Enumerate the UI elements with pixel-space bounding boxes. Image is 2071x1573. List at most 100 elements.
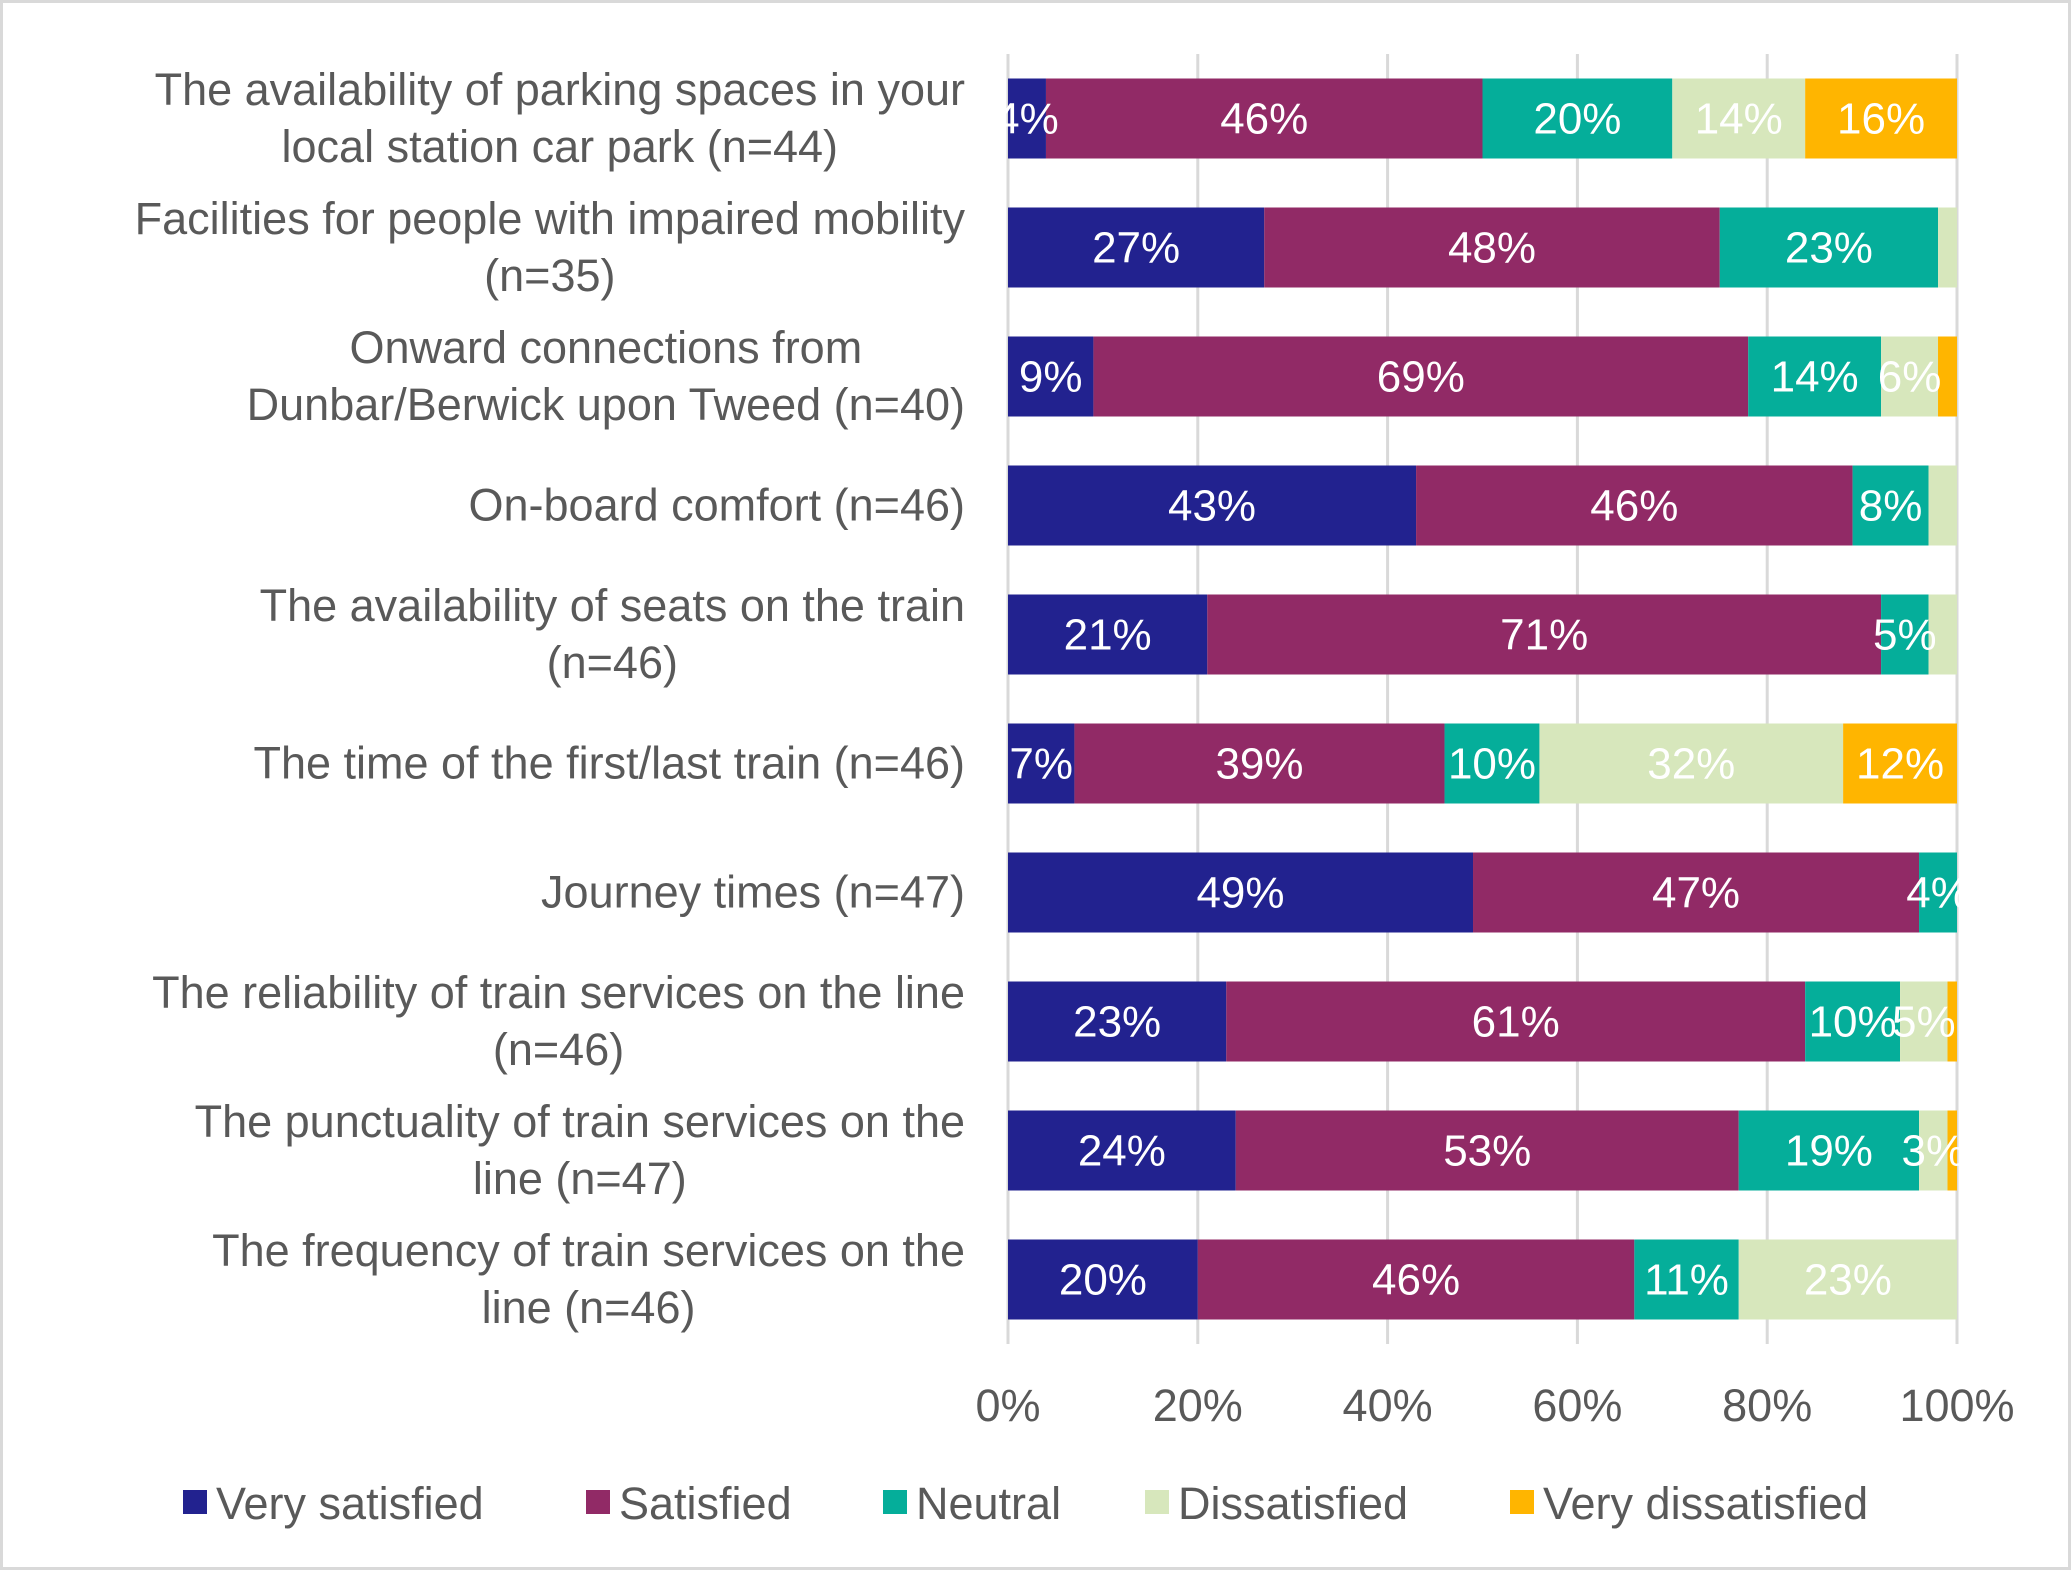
category-label: The frequency of train services on the li… xyxy=(212,1225,965,1333)
bar-segment-satisfied xyxy=(1226,981,1806,1062)
category-label: On-board comfort (n=46) xyxy=(469,480,965,531)
legend-item: Dissatisfied xyxy=(1145,1478,1408,1529)
legend-swatch xyxy=(183,1490,207,1514)
category-label-line: Facilities for people with impaired mobi… xyxy=(135,193,966,244)
data-label: 39% xyxy=(1215,740,1303,789)
category-label: Onward connections from Dunbar/Berwick up… xyxy=(247,322,965,430)
category-label-line: The reliability of train services on the… xyxy=(152,967,965,1018)
bar-segment-neutral xyxy=(1805,981,1901,1062)
bar-segment-neutral xyxy=(1444,723,1540,804)
legend-label: Neutral xyxy=(916,1478,1061,1529)
bar-segment-satisfied xyxy=(1045,78,1483,159)
data-label: 46% xyxy=(1372,1256,1460,1305)
legend-label: Very satisfied xyxy=(216,1478,484,1529)
data-label: 71% xyxy=(1500,611,1588,660)
category-label-line: Journey times (n=47) xyxy=(541,867,965,918)
category-label: The availability of parking spaces in yo… xyxy=(155,64,965,172)
legend-item: Very dissatisfied xyxy=(1510,1478,1868,1529)
data-label: 4% xyxy=(995,95,1059,144)
bar-segment-very-satisfied xyxy=(1008,78,1046,159)
category-label: Facilities for people with impaired mobi… xyxy=(135,193,966,301)
data-label: 14% xyxy=(1695,95,1783,144)
data-label: 69% xyxy=(1377,353,1465,402)
data-label: 10% xyxy=(1448,740,1536,789)
legend-label: Very dissatisfied xyxy=(1543,1478,1868,1529)
category-label-line: On-board comfort (n=46) xyxy=(469,480,965,531)
bar-segment-neutral xyxy=(1719,207,1939,288)
category-axis-labels: The availability of parking spaces in yo… xyxy=(135,64,966,1333)
legend: Very satisfied Satisfied Neutral Dissatisfi… xyxy=(183,1478,1868,1529)
bar-segment-very-satisfied xyxy=(1008,594,1208,675)
data-label: 19% xyxy=(1785,1127,1873,1176)
data-label: 9% xyxy=(1019,353,1083,402)
data-label: 5% xyxy=(1892,998,1956,1047)
data-label: 23% xyxy=(1804,1256,1892,1305)
category-label: The time of the first/last train (n=46) xyxy=(253,738,965,789)
category-label-line: line (n=47) xyxy=(473,1153,687,1204)
data-label: 23% xyxy=(1785,224,1873,273)
bar-segment-very-satisfied xyxy=(1008,1239,1198,1320)
bar-segment-very-dissatisfied xyxy=(1947,1110,1957,1191)
data-label: 11% xyxy=(1644,1256,1729,1305)
data-label: 32% xyxy=(1647,740,1735,789)
bar-segment-very-satisfied xyxy=(1008,336,1094,417)
bar-segment-satisfied xyxy=(1074,723,1445,804)
category-label-line: (n=46) xyxy=(493,1024,624,1075)
data-label: 20% xyxy=(1533,95,1621,144)
bar-segment-dissatisfied xyxy=(1928,594,1957,675)
legend-swatch xyxy=(1145,1490,1169,1514)
bar-segment-satisfied xyxy=(1235,1110,1739,1191)
data-label: 6% xyxy=(1878,353,1942,402)
data-label: 12% xyxy=(1856,740,1944,789)
bar-segment-dissatisfied xyxy=(1919,1110,1948,1191)
bar-segment-neutral xyxy=(1852,465,1929,546)
bar-segment-satisfied xyxy=(1416,465,1853,546)
tick-label: 0% xyxy=(975,1380,1040,1431)
tick-label: 60% xyxy=(1532,1380,1622,1431)
data-label: 20% xyxy=(1059,1256,1147,1305)
bar-segment-very-dissatisfied xyxy=(1947,981,1957,1062)
tick-label: 20% xyxy=(1153,1380,1243,1431)
data-label: 46% xyxy=(1220,95,1308,144)
bar-segment-dissatisfied xyxy=(1881,336,1939,417)
bar-segment-neutral xyxy=(1738,1110,1920,1191)
bar-segment-dissatisfied xyxy=(1938,207,1957,288)
category-label-line: Onward connections from xyxy=(349,322,862,373)
category-label: The punctuality of train services on the… xyxy=(195,1096,965,1204)
category-label-line: The frequency of train services on the xyxy=(212,1225,965,1276)
legend-swatch xyxy=(1510,1490,1534,1514)
bar-segment-satisfied xyxy=(1473,852,1920,933)
legend-item: Very satisfied xyxy=(183,1478,484,1529)
bar-segment-satisfied xyxy=(1264,207,1720,288)
bar-segment-dissatisfied xyxy=(1928,465,1957,546)
category-label: The availability of seats on the train (n… xyxy=(260,580,965,688)
data-label: 49% xyxy=(1196,869,1284,918)
value-axis-ticks: 0% 20% 40% 60% 80% 100% xyxy=(975,1380,2014,1431)
data-label: 3% xyxy=(1901,1127,1965,1176)
data-label: 46% xyxy=(1590,482,1678,531)
bar-segment-dissatisfied xyxy=(1672,78,1806,159)
category-label-line: Dunbar/Berwick upon Tweed (n=40) xyxy=(247,379,965,430)
data-label: 16% xyxy=(1837,95,1925,144)
bar-segment-very-satisfied xyxy=(1008,207,1265,288)
legend-label: Satisfied xyxy=(619,1478,792,1529)
data-label: 27% xyxy=(1092,224,1180,273)
bar-segment-dissatisfied xyxy=(1900,981,1948,1062)
bar-segment-very-satisfied xyxy=(1008,465,1417,546)
category-label-line: The availability of seats on the train xyxy=(260,580,965,631)
bar-segment-neutral xyxy=(1748,336,1882,417)
category-label-line: local station car park (n=44) xyxy=(282,121,839,172)
bar-segment-satisfied xyxy=(1197,1239,1635,1320)
data-label: 5% xyxy=(1873,611,1937,660)
bar-segment-satisfied xyxy=(1093,336,1749,417)
bar-segment-very-satisfied xyxy=(1008,852,1474,933)
bar-segment-neutral xyxy=(1482,78,1673,159)
stacked-bar-chart: 4% 46% 20% 14% 16% 27% 48% 23% 9% 69% 14% 6% 43% 46% 8… xyxy=(135,54,2015,1529)
bar-segment-very-dissatisfied xyxy=(1938,336,1957,417)
legend-label: Dissatisfied xyxy=(1178,1478,1408,1529)
category-label-line: The time of the first/last train (n=46) xyxy=(253,738,965,789)
bar-segment-very-dissatisfied xyxy=(1843,723,1957,804)
data-label: 43% xyxy=(1168,482,1256,531)
category-label-line: The punctuality of train services on the xyxy=(195,1096,965,1147)
